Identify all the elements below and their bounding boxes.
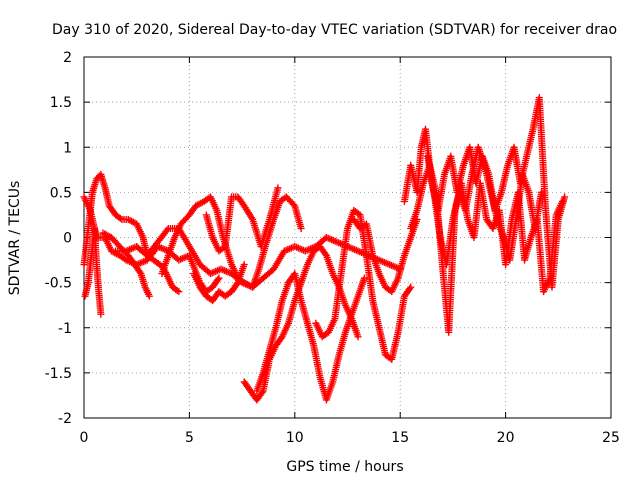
data-point xyxy=(215,274,223,282)
chart-title: Day 310 of 2020, Sidereal Day-to-day VTE… xyxy=(52,22,617,38)
x-tick-label: 5 xyxy=(185,430,194,446)
x-axis-label: GPS time / hours xyxy=(286,459,403,475)
y-tick-label: -1.5 xyxy=(45,366,72,382)
data-point xyxy=(116,214,124,222)
data-point xyxy=(233,280,241,288)
data-point xyxy=(274,184,282,192)
data-point xyxy=(214,276,222,284)
data-point xyxy=(240,261,248,269)
data-point xyxy=(360,274,368,282)
x-tick-label: 0 xyxy=(80,430,89,446)
data-point xyxy=(321,250,329,258)
y-tick-label: 1 xyxy=(63,140,72,156)
data-point xyxy=(258,388,266,396)
x-tick-label: 15 xyxy=(391,430,409,446)
y-tick-label: 0.5 xyxy=(50,185,72,201)
y-tick-label: -0.5 xyxy=(45,276,72,292)
x-tick-label: 20 xyxy=(497,430,515,446)
data-point xyxy=(559,197,567,205)
y-tick-label: -1 xyxy=(58,321,72,337)
data-point xyxy=(173,287,181,295)
data-point xyxy=(407,283,415,291)
x-tick-label: 25 xyxy=(602,430,620,446)
y-axis-label: SDTVAR / TECUs xyxy=(7,181,23,296)
x-tick-label: 10 xyxy=(286,430,304,446)
data-point xyxy=(406,285,414,293)
y-tick-label: 1.5 xyxy=(50,95,72,111)
data-point xyxy=(354,333,362,341)
y-tick-label: -2 xyxy=(58,411,72,427)
y-tick-label: 2 xyxy=(63,50,72,66)
data-point xyxy=(175,288,183,296)
data-point xyxy=(145,292,153,300)
axis-ticks: 0 5 10 15 20 25 -2 -1.5 -1 -0.5 0 0.5 1 1.5 2 xyxy=(45,50,620,446)
data-point xyxy=(97,310,105,318)
data-point xyxy=(537,188,545,196)
data-points xyxy=(80,94,569,404)
data-point xyxy=(289,200,297,208)
data-point xyxy=(561,193,569,201)
data-point xyxy=(297,224,305,232)
y-tick-label: 0 xyxy=(63,231,72,247)
